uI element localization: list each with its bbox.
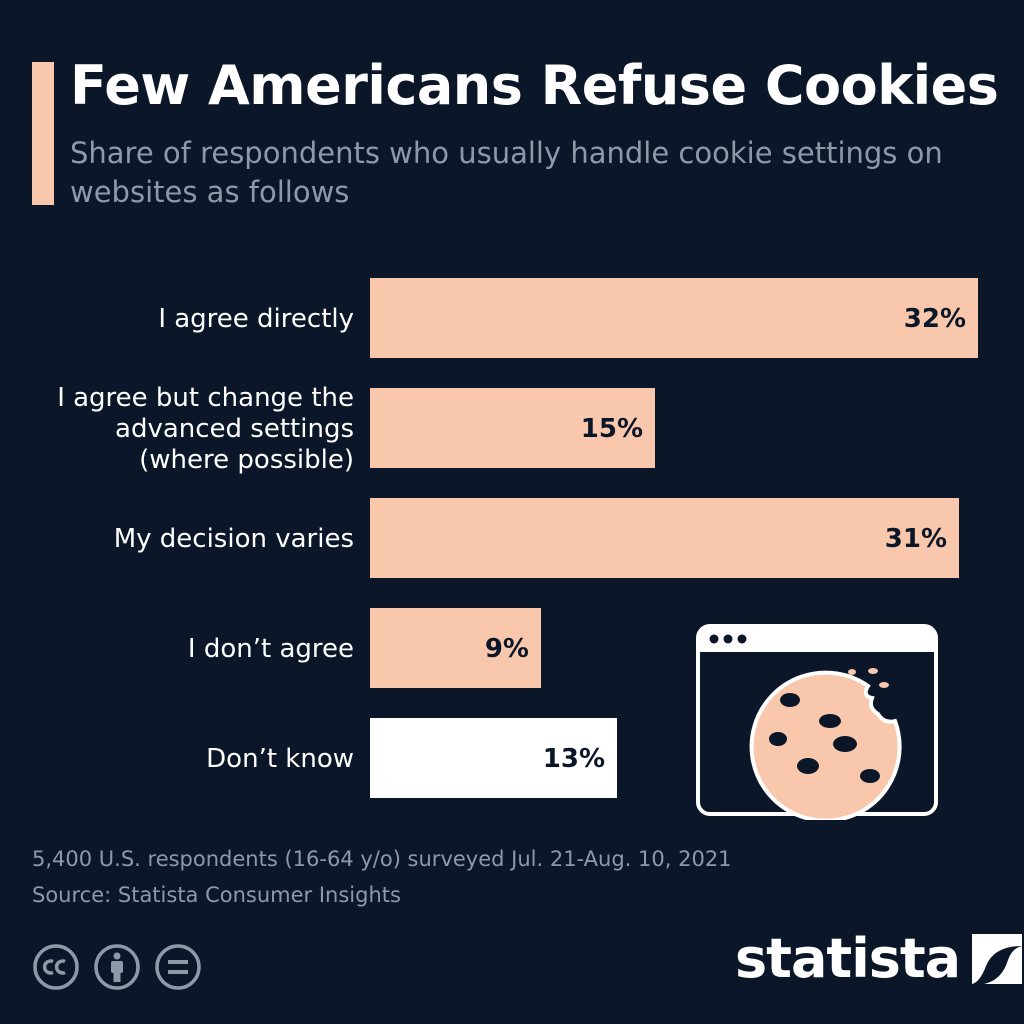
source-note: Source: Statista Consumer Insights [32, 883, 401, 907]
category-label-1: I agree but change the advanced settings(… [57, 383, 354, 475]
bar-chart: 32% I agree directly 15% I agree but change… [57, 278, 978, 798]
category-label-4: Don’t know [206, 744, 354, 774]
license-icons [32, 943, 202, 991]
bar-3 [370, 608, 541, 688]
value-label-0: 32% [904, 304, 966, 334]
statista-logo-icon [972, 934, 1023, 984]
brand-name: statista [735, 927, 961, 990]
chart-title: Few Americans Refuse Cookies [70, 54, 999, 117]
attribution-icon[interactable] [93, 943, 141, 991]
no-derivatives-icon[interactable] [154, 943, 202, 991]
bar-2 [370, 498, 959, 578]
browser-window-icon [696, 624, 938, 820]
value-label-1: 15% [581, 414, 643, 444]
category-label-2: My decision varies [114, 524, 354, 554]
bar-4 [370, 718, 617, 798]
value-label-3: 9% [485, 634, 529, 664]
value-label-2: 31% [885, 524, 947, 554]
chart-subtitle: Share of respondents who usually handle … [70, 136, 943, 209]
statista-logo[interactable]: statista [735, 932, 1024, 986]
category-label-3: I don’t agree [188, 634, 354, 664]
title-accent-bar [32, 62, 54, 205]
bar-1 [370, 388, 655, 468]
value-label-4: 13% [543, 744, 605, 774]
bar-0 [370, 278, 978, 358]
survey-note: 5,400 U.S. respondents (16-64 y/o) surve… [32, 847, 732, 871]
cookie-icon [749, 668, 902, 820]
category-label-0: I agree directly [158, 304, 354, 334]
cc-icon[interactable] [32, 943, 80, 991]
